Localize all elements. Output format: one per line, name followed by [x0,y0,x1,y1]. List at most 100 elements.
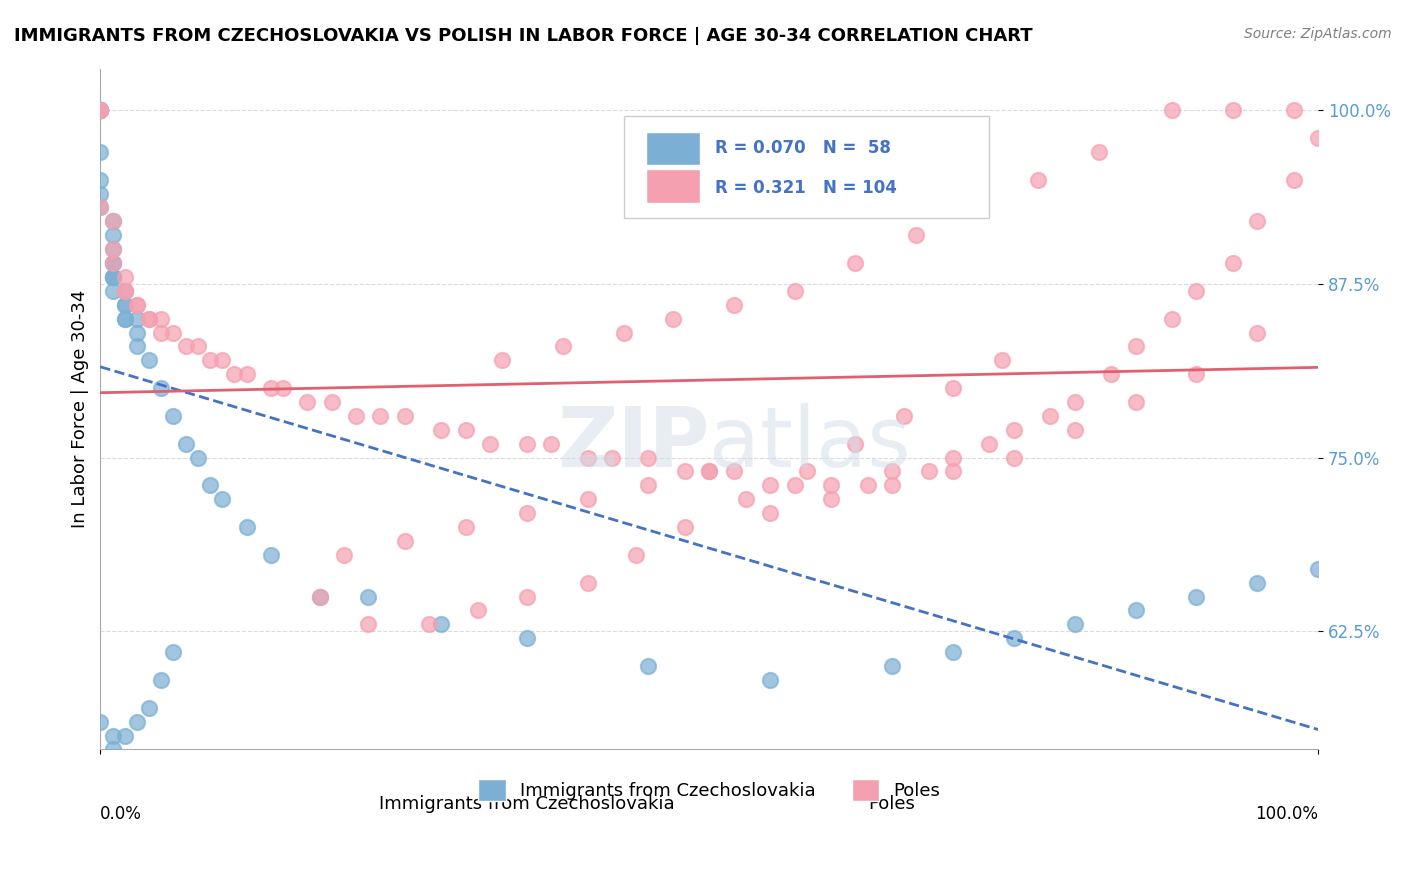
Point [491,353,513,368]
Point [235,368,257,382]
Point [626,548,648,562]
Point [942,450,965,465]
Point [138,311,160,326]
Point [467,603,489,617]
Point [101,214,124,228]
Point [125,298,148,312]
Point [454,520,477,534]
Point [516,590,538,604]
Point [89,145,111,159]
Point [114,311,136,326]
Point [101,256,124,270]
Point [162,409,184,423]
FancyBboxPatch shape [645,169,700,202]
Point [101,269,124,284]
Point [759,506,782,520]
Point [979,436,1001,450]
Point [187,339,209,353]
Point [723,298,745,312]
Point [820,478,842,492]
Point [430,617,453,632]
Point [260,381,283,395]
Point [1246,326,1268,340]
Point [576,575,599,590]
Point [1088,145,1111,159]
Point [1308,131,1330,145]
Point [308,590,330,604]
Point [1125,395,1147,409]
Point [430,423,453,437]
Point [89,201,111,215]
Text: IMMIGRANTS FROM CZECHOSLOVAKIA VS POLISH IN LABOR FORCE | AGE 30-34 CORRELATION : IMMIGRANTS FROM CZECHOSLOVAKIA VS POLISH… [14,27,1032,45]
Point [138,353,160,368]
Point [673,520,696,534]
Point [370,409,392,423]
Point [1026,172,1049,186]
Point [1222,103,1244,118]
Point [271,381,294,395]
Point [540,436,562,450]
Point [297,395,319,409]
Point [516,436,538,450]
Point [759,478,782,492]
Point [125,339,148,353]
Point [114,729,136,743]
Point [1185,284,1208,298]
Point [576,492,599,507]
Point [89,103,111,118]
Point [1246,575,1268,590]
Point [1246,214,1268,228]
Point [198,353,221,368]
Point [1282,172,1305,186]
Point [783,284,806,298]
Point [783,478,806,492]
Legend: Immigrants from Czechoslovakia, Poles: Immigrants from Czechoslovakia, Poles [471,772,948,808]
Point [1185,590,1208,604]
Point [89,103,111,118]
Point [1002,423,1025,437]
Point [516,632,538,646]
Point [942,381,965,395]
Point [89,103,111,118]
Point [1282,103,1305,118]
Point [673,465,696,479]
Point [89,103,111,118]
Point [516,506,538,520]
Point [150,311,173,326]
Point [1099,368,1122,382]
Point [308,590,330,604]
Point [1125,339,1147,353]
Point [553,339,575,353]
Point [662,311,685,326]
Point [101,214,124,228]
Point [101,242,124,256]
Point [1161,103,1184,118]
Point [89,103,111,118]
Point [125,714,148,729]
Point [734,492,756,507]
Point [138,311,160,326]
Point [1308,562,1330,576]
Point [260,548,283,562]
Point [89,103,111,118]
Point [101,256,124,270]
Point [101,269,124,284]
Point [454,423,477,437]
Point [880,659,903,673]
Point [114,311,136,326]
Point [89,103,111,118]
Text: 100.0%: 100.0% [1256,805,1319,823]
Point [1063,423,1085,437]
Point [162,326,184,340]
Point [893,409,915,423]
Point [394,533,416,548]
Point [198,478,221,492]
Point [114,284,136,298]
Point [224,368,246,382]
Point [211,353,233,368]
Point [1063,617,1085,632]
Point [357,590,380,604]
FancyBboxPatch shape [624,116,990,219]
Point [1002,632,1025,646]
Point [114,298,136,312]
